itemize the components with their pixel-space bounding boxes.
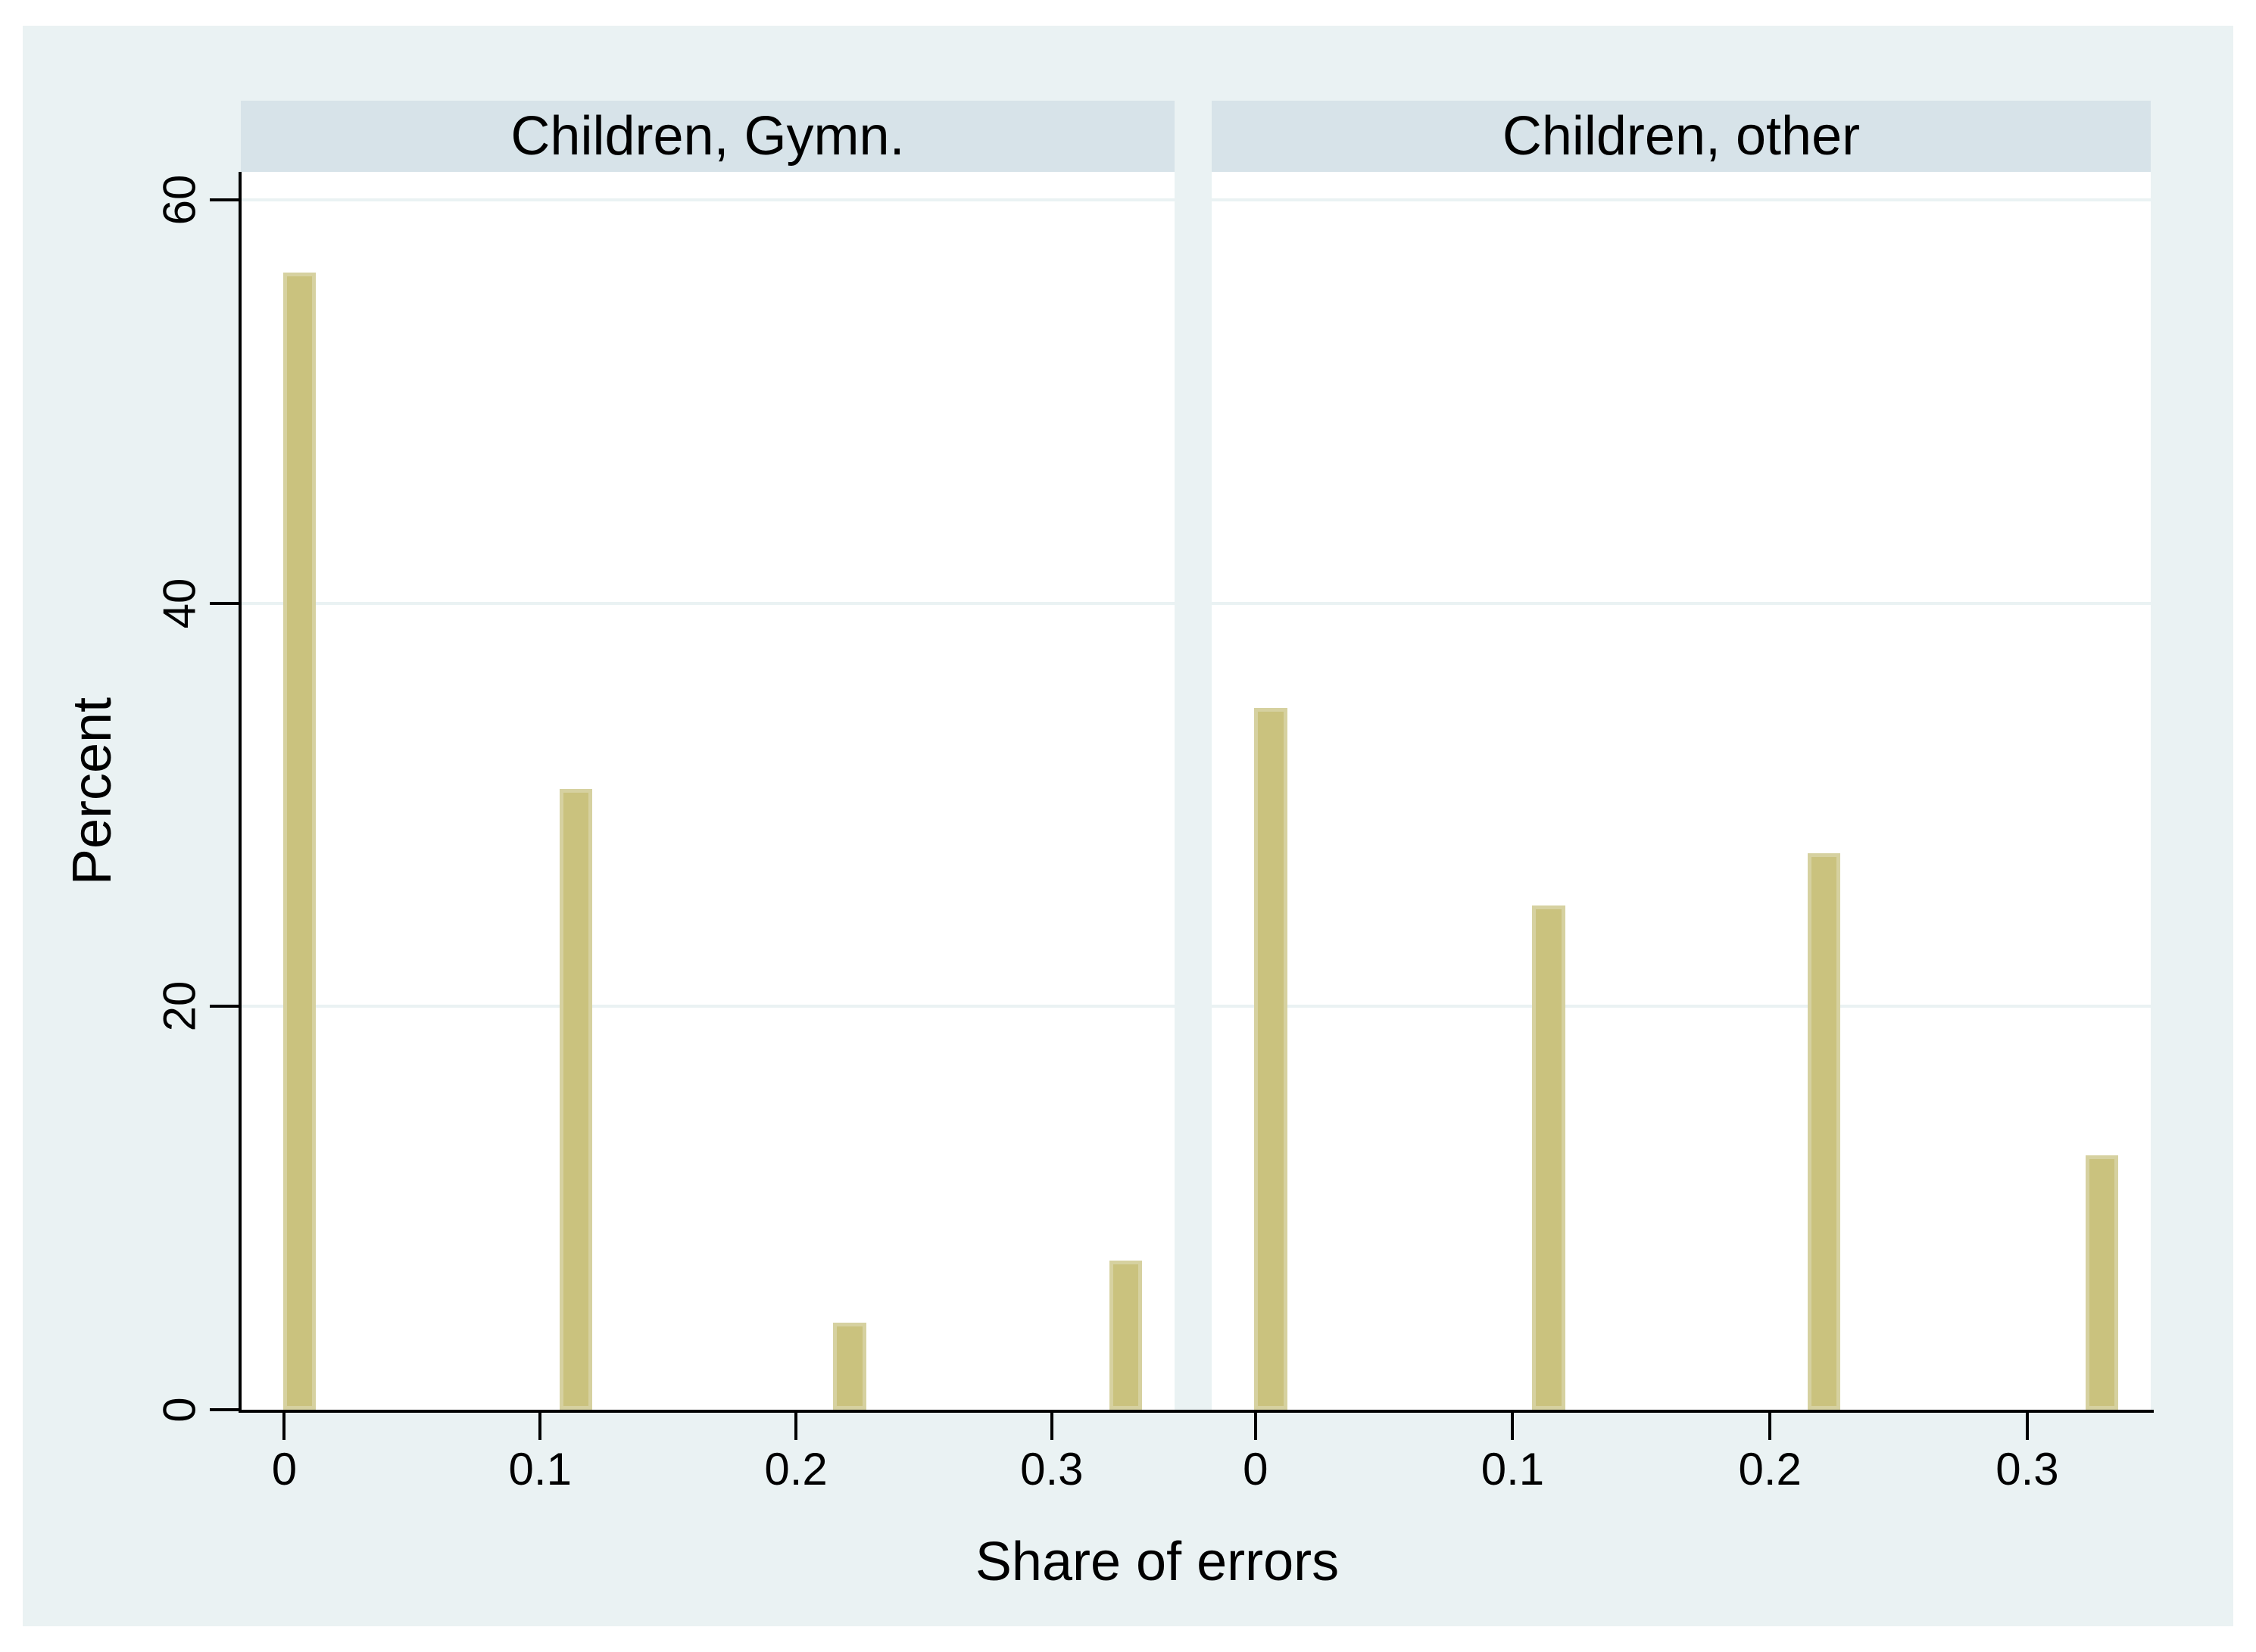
x-tick [2025, 1413, 2029, 1440]
histogram-bar [283, 273, 317, 1410]
y-tick-label: 60 [154, 174, 205, 226]
x-tick-label: 0.3 [1020, 1444, 1084, 1495]
histogram-bar [2085, 1155, 2119, 1410]
y-tick [210, 198, 239, 202]
x-tick-label: 0 [1243, 1444, 1268, 1495]
gridline [241, 198, 1175, 202]
gridline [241, 1005, 1175, 1008]
histogram-bar [833, 1323, 866, 1410]
x-tick [1050, 1413, 1053, 1440]
x-tick [1253, 1413, 1257, 1440]
x-axis-line [239, 1410, 2154, 1413]
panel-header: Children, other [1212, 101, 2151, 172]
x-tick [538, 1413, 542, 1440]
panel-title: Children, Gymn. [510, 106, 905, 167]
panel-title: Children, other [1502, 106, 1861, 167]
histogram-bar [559, 788, 593, 1410]
gridline [1212, 601, 2151, 605]
plot-area [1212, 172, 2151, 1410]
y-tick [210, 1005, 239, 1008]
y-tick-label: 40 [154, 578, 205, 629]
x-tick-label: 0.2 [764, 1444, 828, 1495]
x-tick [1511, 1413, 1515, 1440]
panel-header: Children, Gymn. [241, 101, 1175, 172]
x-tick-label: 0.2 [1738, 1444, 1802, 1495]
x-tick-label: 0.1 [508, 1444, 572, 1495]
x-tick [1768, 1413, 1772, 1440]
x-axis-title: Share of errors [975, 1532, 1340, 1592]
x-tick [282, 1413, 286, 1440]
x-tick [794, 1413, 798, 1440]
x-tick-label: 0.1 [1481, 1444, 1545, 1495]
y-axis-title: Percent [62, 697, 123, 886]
y-tick-label: 0 [154, 1397, 205, 1423]
histogram-bar [1532, 905, 1565, 1410]
y-tick [210, 601, 239, 605]
y-tick-label: 20 [154, 981, 205, 1032]
gridline [1212, 198, 2151, 202]
gridline [1212, 1005, 2151, 1008]
histogram-bar [1254, 708, 1287, 1410]
x-tick-label: 0.3 [1995, 1444, 2059, 1495]
histogram-bar [1807, 853, 1841, 1410]
y-axis-line [239, 172, 242, 1413]
plot-area [241, 172, 1175, 1410]
gridline [241, 601, 1175, 605]
y-tick [210, 1408, 239, 1411]
histogram-bar [1109, 1260, 1143, 1410]
x-tick-label: 0 [271, 1444, 298, 1495]
